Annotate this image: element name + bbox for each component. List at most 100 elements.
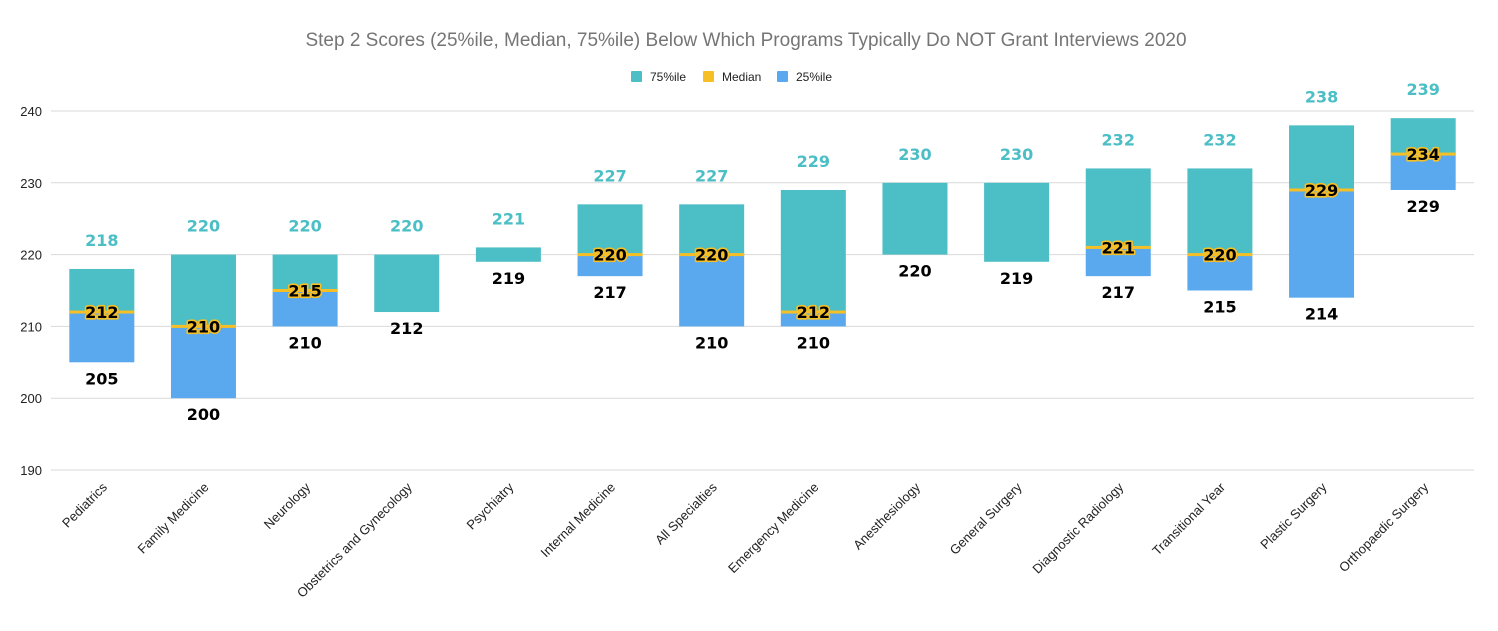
bar-25ile-plastic-surgery[interactable] (1289, 189, 1355, 298)
median-line-pediatrics[interactable] (69, 310, 135, 314)
median-line-emergency-medicine[interactable] (780, 310, 846, 314)
bar-group-orthopaedic-surgery[interactable] (1390, 118, 1456, 190)
bar-25ile-internal-medicine[interactable] (577, 254, 643, 277)
x-tick-label-all-specialties: All Specialties (652, 479, 720, 547)
bar-75ile-plastic-surgery[interactable] (1289, 125, 1355, 190)
bar-group-transitional-year[interactable] (1187, 168, 1253, 291)
bar-group-plastic-surgery[interactable] (1289, 125, 1355, 298)
y-tick-label-210: 210 (20, 319, 42, 334)
median-line-family-medicine[interactable] (170, 324, 236, 328)
bar-75ile-neurology[interactable] (272, 254, 338, 291)
bar-group-neurology[interactable] (272, 254, 338, 327)
bar-25ile-family-medicine[interactable] (170, 326, 236, 399)
base-label-anesthesiology: 220 (898, 262, 931, 281)
base-label-psychiatry: 219 (492, 269, 525, 288)
bar-75ile-all-specialties[interactable] (679, 204, 745, 255)
base-label-plastic-surgery: 214 (1305, 305, 1338, 324)
median-line-orthopaedic-surgery[interactable] (1390, 152, 1456, 156)
median-line-internal-medicine[interactable] (577, 253, 643, 257)
p75-label-anesthesiology: 230 (898, 145, 931, 164)
bar-75ile-obstetrics-and-gynecology[interactable] (374, 254, 440, 313)
bar-group-all-specialties[interactable] (679, 204, 745, 327)
bar-75ile-diagnostic-radiology[interactable] (1085, 168, 1151, 248)
bar-75ile-emergency-medicine[interactable] (780, 189, 846, 313)
bar-75ile-family-medicine[interactable] (170, 254, 236, 327)
x-tick-label-general-surgery: General Surgery (947, 479, 1025, 557)
base-label-obstetrics-and-gynecology: 212 (390, 319, 423, 338)
bar-75ile-pediatrics[interactable] (69, 268, 135, 313)
legend-swatch-median[interactable] (703, 71, 714, 82)
base-label-transitional-year: 215 (1203, 298, 1236, 317)
bar-group-internal-medicine[interactable] (577, 204, 643, 277)
base-label-internal-medicine: 217 (593, 283, 626, 302)
x-tick-label-internal-medicine: Internal Medicine (538, 480, 619, 561)
bar-25ile-neurology[interactable] (272, 290, 338, 327)
bar-25ile-all-specialties[interactable] (679, 254, 745, 327)
bar-75ile-psychiatry[interactable] (475, 247, 541, 262)
x-tick-label-family-medicine: Family Medicine (135, 480, 212, 557)
p75-label-obstetrics-and-gynecology: 220 (390, 217, 423, 236)
x-tick-label-anesthesiology: Anesthesiology (850, 479, 923, 552)
legend-label-25ile[interactable]: 25%ile (796, 70, 832, 84)
legend-label-75ile[interactable]: 75%ile (650, 70, 686, 84)
bar-group-anesthesiology[interactable] (882, 182, 948, 255)
bar-group-obstetrics-and-gynecology[interactable] (374, 254, 440, 313)
value-labels: 212 218 205 210 220 200 215 220 210 220 212 221 219 2… (84, 80, 1442, 424)
bar-group-psychiatry[interactable] (475, 247, 541, 262)
x-tick-label-psychiatry: Psychiatry (464, 479, 517, 532)
x-tick-label-neurology: Neurology (261, 479, 314, 532)
x-tick-label-pediatrics: Pediatrics (59, 479, 110, 530)
p75-label-orthopaedic-surgery: 239 (1406, 80, 1439, 99)
p75-label-internal-medicine: 227 (593, 166, 626, 185)
bar-group-general-surgery[interactable] (984, 182, 1050, 262)
bar-75ile-orthopaedic-surgery[interactable] (1390, 118, 1456, 155)
bar-25ile-transitional-year[interactable] (1187, 254, 1253, 291)
median-line-transitional-year[interactable] (1187, 253, 1253, 257)
median-label-family-medicine: 210 (187, 317, 220, 336)
x-tick-label-emergency-medicine: Emergency Medicine (725, 480, 821, 576)
p75-label-all-specialties: 227 (695, 166, 728, 185)
y-tick-label-220: 220 (20, 248, 42, 263)
legend-swatch-25ile[interactable] (777, 71, 788, 82)
bar-75ile-transitional-year[interactable] (1187, 168, 1253, 255)
x-tick-label-obstetrics-and-gynecology: Obstetrics and Gynecology (294, 479, 415, 600)
bar-group-family-medicine[interactable] (170, 254, 236, 399)
legend-label-median[interactable]: Median (722, 70, 761, 84)
bar-group-diagnostic-radiology[interactable] (1085, 168, 1151, 277)
x-tick-label-transitional-year: Transitional Year (1149, 479, 1228, 558)
base-label-all-specialties: 210 (695, 333, 728, 352)
bar-group-emergency-medicine[interactable] (780, 189, 846, 327)
p75-label-neurology: 220 (288, 217, 321, 236)
bar-group-pediatrics[interactable] (69, 268, 135, 363)
bar-25ile-emergency-medicine[interactable] (780, 312, 846, 327)
y-tick-label-200: 200 (20, 391, 42, 406)
bar-75ile-general-surgery[interactable] (984, 182, 1050, 262)
p75-label-general-surgery: 230 (1000, 145, 1033, 164)
gridlines (51, 110, 1474, 471)
p75-label-psychiatry: 221 (492, 209, 525, 228)
legend: 75%ile Median 25%ile (631, 70, 832, 84)
bar-75ile-anesthesiology[interactable] (882, 182, 948, 255)
bar-75ile-internal-medicine[interactable] (577, 204, 643, 255)
median-line-neurology[interactable] (272, 289, 338, 292)
bar-25ile-pediatrics[interactable] (69, 312, 135, 363)
x-axis: Pediatrics Family Medicine NeurologyObstet… (59, 479, 1432, 600)
y-tick-label-230: 230 (20, 176, 42, 191)
x-tick-label-plastic-surgery: Plastic Surgery (1257, 479, 1330, 552)
p75-label-family-medicine: 220 (187, 217, 220, 236)
bar-25ile-orthopaedic-surgery[interactable] (1390, 154, 1456, 190)
legend-swatch-75ile[interactable] (631, 71, 642, 82)
median-label-neurology: 215 (288, 282, 321, 301)
median-label-plastic-surgery: 229 (1305, 181, 1338, 200)
median-line-plastic-surgery[interactable] (1289, 188, 1355, 192)
base-label-general-surgery: 219 (1000, 269, 1033, 288)
median-line-all-specialties[interactable] (679, 253, 745, 257)
p75-label-pediatrics: 218 (85, 231, 118, 250)
y-tick-label-240: 240 (20, 104, 42, 119)
median-label-internal-medicine: 220 (593, 246, 626, 265)
median-label-transitional-year: 220 (1203, 246, 1236, 265)
x-tick-label-diagnostic-radiology: Diagnostic Radiology (1029, 479, 1126, 576)
median-line-diagnostic-radiology[interactable] (1085, 245, 1151, 249)
bar-25ile-diagnostic-radiology[interactable] (1085, 247, 1151, 277)
